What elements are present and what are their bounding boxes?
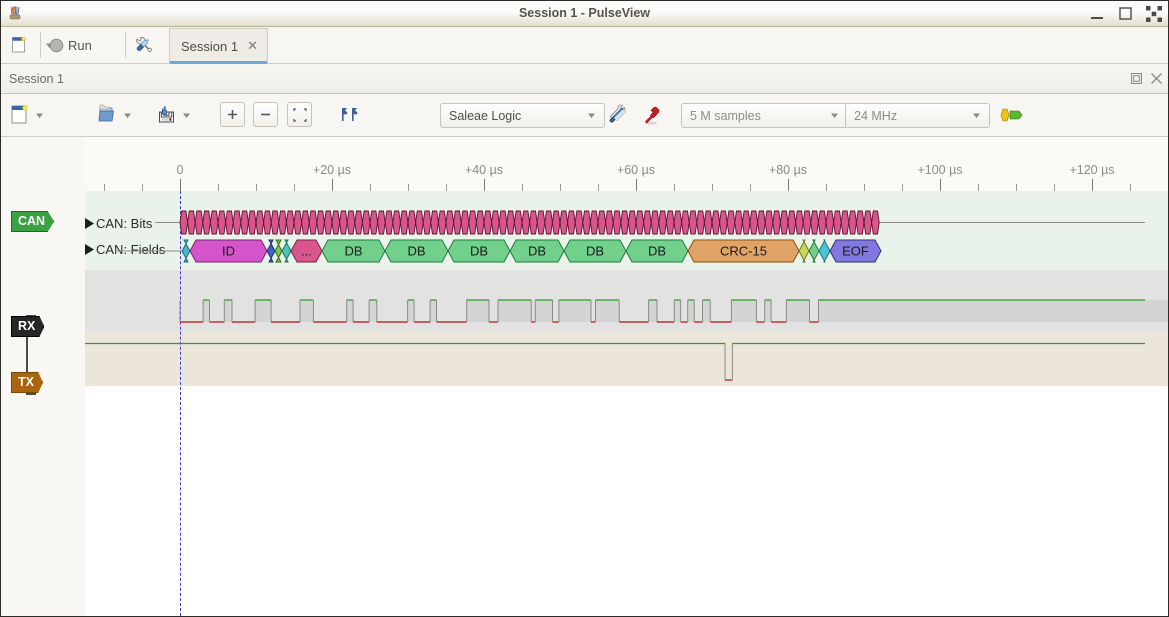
svg-text:ID: ID — [222, 244, 235, 259]
svg-text:...: ... — [301, 244, 312, 259]
svg-text:CRC-15: CRC-15 — [720, 244, 767, 259]
svg-text:EOF: EOF — [842, 244, 869, 259]
svg-text:DB: DB — [528, 244, 546, 259]
svg-text:DB: DB — [648, 244, 666, 259]
svg-text:DB: DB — [586, 244, 604, 259]
svg-text:DB: DB — [470, 244, 488, 259]
svg-text:DB: DB — [407, 244, 425, 259]
svg-text:DB: DB — [344, 244, 362, 259]
